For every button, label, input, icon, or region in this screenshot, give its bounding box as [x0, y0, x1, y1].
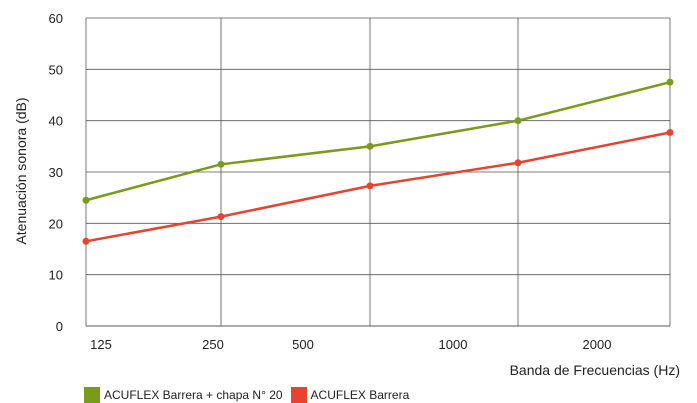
- y-tick-label: 10: [49, 268, 63, 283]
- legend-swatch: [290, 387, 307, 403]
- x-tick-label: 1000: [439, 337, 468, 352]
- series-line-1: [85, 131, 671, 243]
- data-point-1: [366, 182, 374, 190]
- data-point-1: [514, 159, 522, 167]
- data-point-0: [82, 196, 90, 204]
- series-group: [82, 78, 674, 245]
- y-tick-label: 40: [49, 114, 63, 129]
- x-tick-label: 500: [292, 337, 314, 352]
- data-point-0: [666, 78, 674, 86]
- grid: [85, 17, 671, 327]
- legend-label: ACUFLEX Barrera + chapa N° 20: [104, 388, 283, 402]
- legend-item-series-1: ACUFLEX Barrera: [290, 387, 410, 403]
- data-point-0: [217, 160, 225, 168]
- y-tick-label: 30: [49, 165, 63, 180]
- data-point-1: [82, 237, 90, 245]
- y-tick-label: 50: [49, 62, 63, 77]
- y-tick-label: 20: [49, 216, 63, 231]
- data-point-0: [514, 117, 522, 125]
- data-point-1: [666, 128, 674, 136]
- x-axis-label: Banda de Frecuencias (Hz): [510, 362, 680, 378]
- y-axis-label: Atenuación sonora (dB): [13, 97, 29, 244]
- y-tick-label: 60: [49, 11, 63, 26]
- legend-swatch: [84, 387, 100, 403]
- x-tick-label: 250: [202, 337, 224, 352]
- data-point-1: [217, 213, 225, 221]
- x-tick-label: 125: [90, 337, 112, 352]
- y-tick-labels: 0 10 20 30 40 50 60: [49, 11, 63, 334]
- legend: ACUFLEX Barrera + chapa N° 20 ACUFLEX Ba…: [84, 387, 417, 403]
- x-tick-label: 2000: [583, 337, 612, 352]
- legend-item-series-0: ACUFLEX Barrera + chapa N° 20: [84, 387, 283, 403]
- series-line-0: [85, 80, 671, 202]
- legend-label: ACUFLEX Barrera: [310, 388, 410, 402]
- x-tick-labels: 125 250 500 1000 2000: [90, 337, 611, 352]
- data-point-0: [366, 142, 374, 150]
- y-tick-label: 0: [56, 319, 63, 334]
